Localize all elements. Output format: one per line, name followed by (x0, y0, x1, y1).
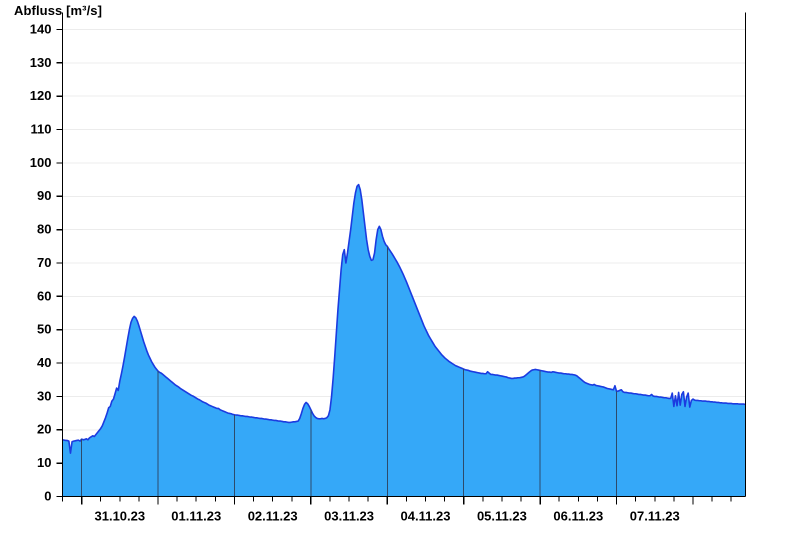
y-tick-label: 30 (37, 388, 51, 403)
y-tick-label: 120 (30, 88, 52, 103)
y-tick-label: 60 (37, 288, 51, 303)
x-axis-tick-labels: 31.10.23 01.11.23 02.11.23 03.11.23 04.11.23… (95, 509, 680, 524)
y-tick-label: 40 (37, 355, 51, 370)
x-tick-label: 01.11.23 (171, 509, 221, 524)
x-tick-label: 06.11.23 (553, 509, 603, 524)
x-tick-label: 05.11.23 (477, 509, 527, 524)
day-separator-lines (81, 246, 618, 497)
discharge-area-series (62, 183, 746, 497)
axis-frame (56, 12, 747, 505)
x-tick-label: 02.11.23 (248, 509, 298, 524)
y-tick-label: 10 (37, 455, 51, 470)
y-axis-tick-labels: 0 10 20 30 40 50 60 70 80 90 100 110 120 130 140 (30, 21, 52, 503)
y-tick-label: 100 (30, 155, 52, 170)
y-tick-label: 80 (37, 222, 51, 237)
y-tick-label: 70 (37, 255, 51, 270)
x-tick-label: 03.11.23 (324, 509, 374, 524)
y-tick-label: 20 (37, 422, 51, 437)
x-tick-label: 04.11.23 (401, 509, 451, 524)
y-tick-label: 50 (37, 322, 51, 337)
y-tick-label: 110 (31, 122, 52, 137)
chart-axis-title: Abfluss [m³/s] (14, 3, 103, 18)
x-tick-label: 07.11.23 (630, 509, 680, 524)
y-tick-label: 90 (37, 188, 51, 203)
x-tick-label: 31.10.23 (95, 509, 146, 524)
y-tick-label: 0 (44, 488, 51, 503)
y-tick-label: 130 (30, 55, 52, 70)
y-tick-label: 140 (30, 21, 52, 36)
